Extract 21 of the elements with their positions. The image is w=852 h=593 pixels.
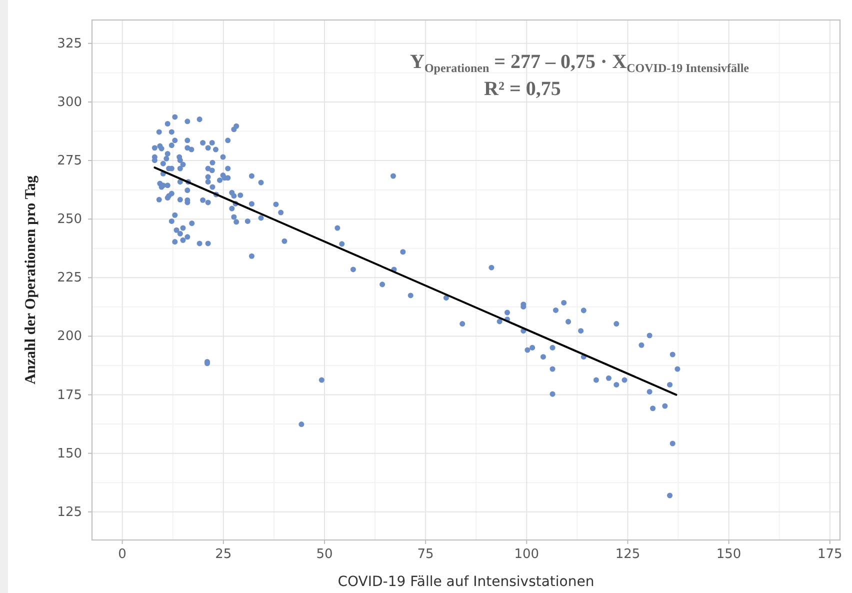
x-tick-label: 50 bbox=[316, 547, 333, 562]
y-tick-label: 250 bbox=[57, 212, 82, 228]
annotation: R² = 0,75 bbox=[484, 78, 561, 100]
y-axis-title: Anzahl der Operationen pro Tag bbox=[23, 175, 39, 384]
x-tick-label: 150 bbox=[716, 547, 742, 562]
y-tick-label: 175 bbox=[57, 388, 82, 403]
x-tick-label: 0 bbox=[118, 547, 126, 562]
x-tick-label: 75 bbox=[417, 547, 434, 562]
y-tick-label: 225 bbox=[57, 270, 82, 286]
x-tick-label: 100 bbox=[514, 547, 540, 562]
x-tick-label: 25 bbox=[215, 547, 232, 562]
x-axis-title: COVID-19 Fälle auf Intensivstationen bbox=[338, 574, 594, 590]
y-tick-label: 300 bbox=[57, 94, 82, 110]
y-tick-label: 150 bbox=[57, 446, 82, 462]
x-tick-label: 175 bbox=[817, 547, 842, 562]
y-tick-label: 125 bbox=[57, 504, 82, 520]
y-tick-label: 275 bbox=[57, 154, 82, 169]
x-tick-label: 125 bbox=[615, 547, 640, 562]
y-tick-label: 325 bbox=[57, 36, 82, 52]
y-tick-label: 200 bbox=[57, 329, 82, 344]
annotation: Y$_{Operationen}$ = 277 – 0,75 · X$_{COVID-19 Intensivfälle}$ bbox=[410, 51, 750, 75]
